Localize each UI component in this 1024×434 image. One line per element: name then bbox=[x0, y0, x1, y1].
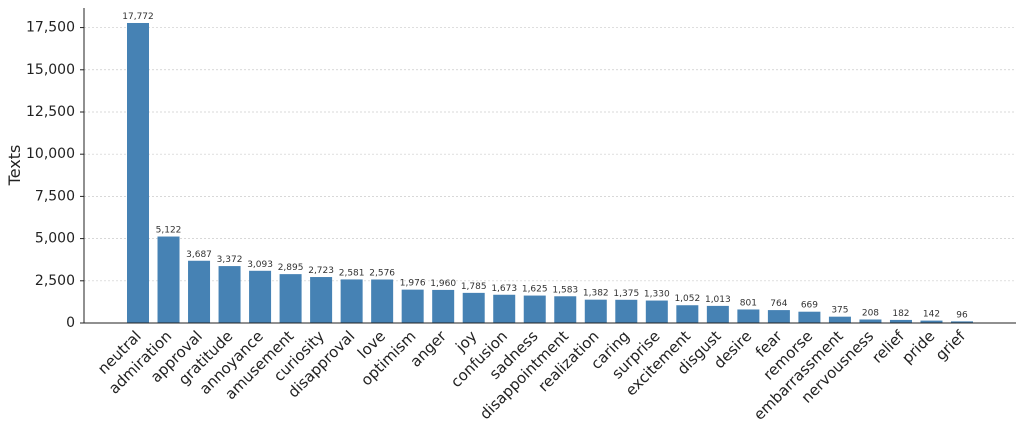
value-label: 375 bbox=[831, 306, 848, 316]
y-tick-label: 10,000 bbox=[26, 146, 75, 162]
value-label: 142 bbox=[923, 310, 940, 320]
bar bbox=[767, 310, 790, 323]
value-label: 1,583 bbox=[552, 285, 578, 295]
value-label: 801 bbox=[740, 298, 757, 308]
value-label: 1,785 bbox=[461, 282, 487, 292]
value-label: 1,052 bbox=[674, 294, 700, 304]
y-axis-label: Texts bbox=[5, 145, 24, 187]
y-tick-label: 0 bbox=[66, 315, 75, 331]
y-tick-label: 17,500 bbox=[26, 20, 75, 36]
bar bbox=[706, 305, 729, 323]
bar bbox=[340, 279, 363, 323]
bar bbox=[676, 305, 699, 323]
value-label: 3,093 bbox=[247, 260, 273, 270]
bar bbox=[645, 300, 668, 323]
x-tick-label: pride bbox=[898, 327, 938, 367]
value-label: 1,673 bbox=[491, 284, 517, 294]
bar bbox=[615, 299, 638, 323]
bar bbox=[889, 319, 912, 323]
value-label: 17,772 bbox=[122, 12, 154, 22]
bar bbox=[157, 236, 180, 323]
value-label: 1,375 bbox=[613, 289, 639, 299]
x-tick-label: relief bbox=[868, 327, 908, 367]
value-label: 96 bbox=[956, 310, 968, 320]
value-label: 1,330 bbox=[644, 290, 670, 300]
bar bbox=[188, 260, 211, 323]
value-label: 2,895 bbox=[278, 263, 304, 273]
bar bbox=[798, 311, 821, 323]
value-label: 182 bbox=[892, 309, 909, 319]
value-label: 1,976 bbox=[400, 279, 426, 289]
value-label: 2,576 bbox=[369, 269, 395, 279]
value-label: 2,723 bbox=[308, 266, 334, 276]
y-tick-label: 2,500 bbox=[35, 273, 75, 289]
value-label: 208 bbox=[862, 308, 879, 318]
bar bbox=[432, 289, 455, 323]
value-label: 1,960 bbox=[430, 279, 456, 289]
y-tick-label: 5,000 bbox=[35, 231, 75, 247]
value-label: 5,122 bbox=[156, 226, 182, 236]
bar bbox=[371, 279, 394, 323]
bar bbox=[218, 266, 241, 323]
value-label: 1,013 bbox=[705, 295, 731, 305]
bar bbox=[401, 289, 424, 323]
value-label: 764 bbox=[770, 299, 787, 309]
bar bbox=[951, 321, 973, 323]
bar bbox=[920, 320, 943, 323]
bar bbox=[127, 22, 149, 323]
bar bbox=[554, 296, 577, 323]
value-label: 2,581 bbox=[339, 268, 365, 278]
value-label: 3,687 bbox=[186, 250, 212, 260]
y-tick-label: 15,000 bbox=[26, 62, 75, 78]
value-label: 1,625 bbox=[522, 285, 548, 295]
x-tick-label: anger bbox=[406, 327, 450, 371]
value-label: 3,372 bbox=[217, 255, 243, 265]
x-tick-label: grief bbox=[932, 327, 970, 365]
bar bbox=[828, 316, 851, 323]
bar bbox=[737, 309, 760, 323]
y-tick-label: 12,500 bbox=[26, 104, 75, 120]
bar bbox=[493, 294, 516, 323]
bar bbox=[249, 270, 272, 323]
y-tick-label: 7,500 bbox=[35, 188, 75, 204]
bar bbox=[310, 277, 333, 323]
bar bbox=[462, 292, 485, 323]
value-label: 1,382 bbox=[583, 289, 609, 299]
bar bbox=[523, 295, 546, 323]
bar bbox=[584, 299, 607, 323]
bar bbox=[859, 319, 882, 323]
bar bbox=[279, 274, 302, 323]
value-label: 669 bbox=[801, 301, 818, 311]
